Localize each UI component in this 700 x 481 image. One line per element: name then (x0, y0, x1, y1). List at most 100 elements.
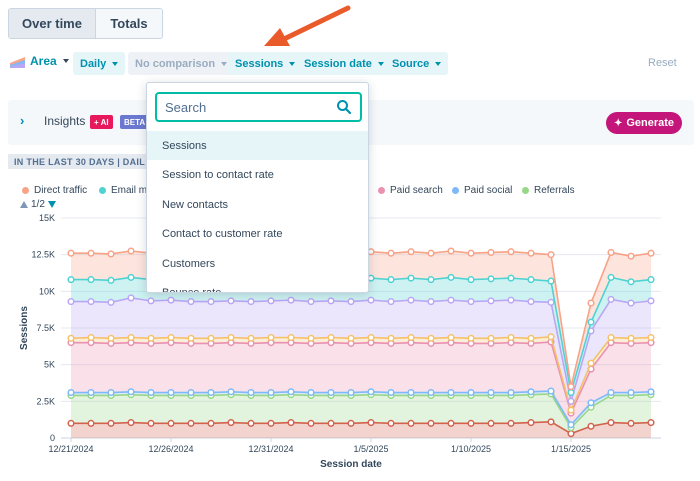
data-point (107, 419, 115, 427)
beta-badge: BETA (120, 115, 150, 129)
data-point (467, 298, 475, 306)
dropdown-option-customers[interactable]: Customers (162, 257, 216, 270)
page-down-icon[interactable] (47, 201, 56, 208)
page-up-icon[interactable] (20, 201, 28, 208)
data-point (607, 295, 615, 303)
data-point (287, 419, 295, 427)
legend-item[interactable]: Direct traffic (22, 185, 87, 196)
tab-totals[interactable]: Totals (96, 9, 162, 38)
data-point (227, 297, 235, 305)
data-point (367, 333, 375, 342)
y-tick-label: 7.5K (36, 323, 55, 333)
dropdown-option-bounce-rate[interactable]: Bounce rate (162, 286, 222, 293)
data-point (67, 334, 75, 342)
data-point (567, 406, 575, 414)
data-point (247, 334, 255, 342)
data-point (627, 299, 635, 307)
data-point (87, 388, 95, 397)
data-point (407, 388, 415, 397)
data-point (447, 273, 455, 281)
x-tick-label: 12/26/2024 (148, 444, 193, 454)
data-point (487, 275, 495, 283)
comparison-dropdown[interactable]: No comparison (128, 52, 235, 75)
data-point (447, 247, 455, 255)
legend-item[interactable]: Referrals (522, 185, 575, 196)
series-area (71, 341, 651, 425)
data-point (227, 419, 235, 427)
tab-over-time[interactable]: Over time (9, 9, 96, 38)
reset-link[interactable]: Reset (648, 57, 677, 69)
data-point (347, 388, 355, 397)
dropdown-option-new-contacts[interactable]: New contacts (162, 198, 229, 211)
data-point (547, 277, 555, 285)
data-point (427, 388, 435, 397)
legend-item[interactable]: Email ma (99, 185, 153, 196)
data-point (607, 248, 615, 257)
data-point (547, 251, 555, 259)
data-point (607, 388, 615, 397)
metric-dropdown[interactable]: Sessions (228, 52, 303, 75)
date-dimension-dropdown[interactable]: Session date (297, 52, 391, 75)
breakdown-dropdown[interactable]: Source (385, 52, 449, 75)
series-area (71, 251, 651, 393)
data-point (407, 248, 415, 256)
data-point (567, 397, 575, 405)
legend-item[interactable]: Paid search (378, 185, 443, 196)
data-point (607, 333, 615, 342)
data-point (267, 388, 275, 397)
data-point (447, 333, 455, 342)
x-tick-label: 1/15/2025 (551, 444, 591, 454)
dropdown-option-session-to-contact-rate[interactable]: Session to contact rate (162, 168, 274, 181)
chart-type-selector[interactable]: Area (10, 54, 69, 68)
data-point (267, 297, 275, 305)
data-point (187, 298, 195, 306)
chevron-right-icon[interactable]: › (20, 113, 25, 128)
data-point (267, 333, 275, 342)
chevron-down-icon (62, 59, 69, 63)
frequency-label: Daily (80, 57, 107, 70)
dropdown-option-sessions[interactable]: Sessions (147, 131, 368, 160)
legend-label: Paid social (464, 185, 513, 196)
data-point (87, 276, 95, 284)
data-point (527, 334, 535, 342)
data-point (587, 359, 595, 367)
data-point (647, 249, 655, 257)
data-point (407, 274, 415, 282)
data-point (107, 276, 115, 284)
data-point (627, 252, 635, 260)
legend-item[interactable]: Paid social (452, 185, 512, 196)
data-point (547, 418, 555, 426)
data-point (367, 248, 375, 256)
data-point (187, 388, 195, 397)
data-point (587, 318, 595, 326)
data-point (367, 274, 375, 282)
data-point (347, 334, 355, 342)
frequency-dropdown[interactable]: Daily (73, 52, 126, 75)
data-point (147, 297, 155, 305)
arrow-annotation-icon (264, 5, 351, 46)
y-tick-label: 2.5K (36, 396, 55, 406)
data-point (167, 419, 175, 427)
data-point (587, 422, 595, 430)
data-point (567, 421, 575, 429)
search-input[interactable] (157, 94, 327, 120)
legend-swatch (99, 187, 106, 194)
data-point (487, 388, 495, 397)
data-point (387, 419, 395, 427)
generate-button[interactable]: ✦ Generate (606, 112, 682, 134)
data-point (387, 249, 395, 257)
data-point (507, 274, 515, 282)
data-point (367, 419, 375, 427)
series-area (71, 421, 651, 438)
data-point (387, 276, 395, 284)
data-point (167, 296, 175, 304)
data-point (387, 298, 395, 306)
data-point (407, 419, 415, 427)
data-point (267, 419, 275, 427)
chevron-down-icon (289, 61, 296, 66)
data-point (627, 334, 635, 342)
data-point (67, 276, 75, 284)
dropdown-option-contact-to-customer-rate[interactable]: Contact to customer rate (162, 227, 283, 240)
data-point (467, 419, 475, 427)
data-point (207, 419, 215, 427)
